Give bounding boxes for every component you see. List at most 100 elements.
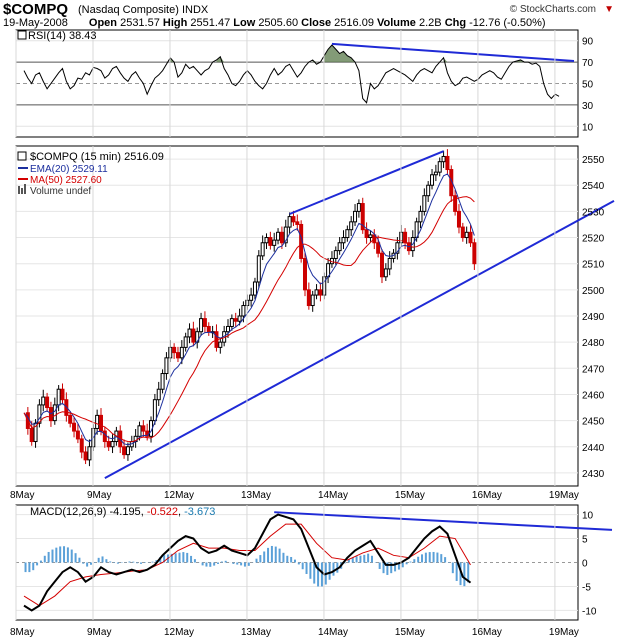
price-candle-body <box>383 268 388 278</box>
price-candle-body <box>276 231 281 241</box>
open-label: Open <box>88 17 118 29</box>
macd-histogram-bar <box>247 562 250 566</box>
date-tick-label-bottom: 19May <box>549 627 579 638</box>
macd-histogram-bar <box>278 548 281 563</box>
price-candle-body <box>68 414 73 424</box>
macd-tick-label: 5 <box>582 535 588 546</box>
macd-histogram-bar <box>209 562 212 567</box>
macd-histogram-bar <box>109 561 112 563</box>
macd-histogram-bar <box>320 562 323 587</box>
date-tick-label-bottom: 9May <box>87 627 111 638</box>
volume-legend-icon <box>24 184 26 194</box>
macd-histogram-bar <box>263 551 266 563</box>
macd-histogram-bar <box>163 555 166 563</box>
price-tick-label: 2460 <box>582 390 605 401</box>
macd-histogram-bar <box>405 562 408 565</box>
price-tick-label: 2550 <box>582 155 605 166</box>
date-tick-label-bottom: 14May <box>318 627 348 638</box>
date-tick-label: 12May <box>164 490 194 501</box>
credit-menu-icon[interactable]: ▼ <box>604 4 614 15</box>
macd-histogram-bar <box>359 555 362 563</box>
price-legend-ma: MA(50) 2527.60 <box>30 175 102 186</box>
price-candle-body <box>272 239 277 246</box>
macd-histogram-bar <box>205 562 208 567</box>
macd-legend-prefix: MACD(12,26,9) <box>30 506 106 518</box>
macd-histogram-bar <box>51 549 54 563</box>
price-candle-body <box>445 155 450 171</box>
macd-histogram-bar <box>274 546 277 563</box>
chg-label: Chg <box>444 17 467 29</box>
price-candle-body <box>137 425 142 437</box>
macd-histogram-bar <box>101 556 104 563</box>
close-label: Close <box>301 17 332 29</box>
macd-histogram-bar <box>36 562 39 566</box>
macd-histogram-bar <box>394 562 397 572</box>
price-candle-body <box>83 451 88 461</box>
index-fullname: (Nasdaq Composite) <box>78 4 179 16</box>
price-candle-body <box>268 237 273 246</box>
price-candle-body <box>164 357 169 375</box>
macd-tick-label: 0 <box>582 559 588 570</box>
price-candle-body <box>125 446 130 456</box>
macd-histogram-bar <box>220 561 223 563</box>
legends: RSI(14) 38.43 $COMPQ (15 min) 2516.09 EM… <box>28 30 215 518</box>
price-candle-body <box>152 399 157 422</box>
rsi-tick-label: 90 <box>582 37 594 48</box>
price-candle-body <box>460 226 465 239</box>
price-candle-body <box>360 203 365 231</box>
price-legend-main: $COMPQ (15 min) 2516.09 <box>30 151 164 163</box>
price-tick-label: 2510 <box>582 260 605 271</box>
price-candle-body <box>260 242 265 257</box>
upper-trendline <box>289 150 444 215</box>
rsi-tick-label: 10 <box>582 122 594 133</box>
macd-histogram-bar <box>351 557 354 563</box>
price-candle-body <box>368 234 373 239</box>
macd-histogram-bar <box>344 562 347 564</box>
price-candle-body <box>175 352 180 359</box>
price-candle-body <box>422 195 427 212</box>
macd-histogram-bar <box>363 554 366 563</box>
price-candle-body <box>52 404 57 422</box>
ema-line <box>23 173 475 446</box>
macd-histogram-bar <box>201 562 204 566</box>
macd-histogram-bar <box>317 562 320 587</box>
price-candle-body <box>341 237 346 244</box>
price-candle-body <box>229 318 234 327</box>
source-credit[interactable]: © StockCharts.com <box>509 4 596 15</box>
macd-histogram-bar <box>417 556 420 563</box>
macd-histogram-bar <box>467 562 470 583</box>
price-candle-body <box>264 237 269 244</box>
price-candle-body <box>318 289 323 296</box>
price-candle-body <box>199 318 204 333</box>
low-value: 2505.60 <box>258 17 299 29</box>
macd-histogram-bar <box>78 557 81 563</box>
macd-histogram-bar <box>63 546 66 563</box>
macd-histogram-bar <box>397 562 400 570</box>
macd-histogram-bar <box>24 562 27 573</box>
axis-labels: 8May 8May 9May 9May 12May 12May 13May 13May 14Ma… <box>10 30 605 638</box>
price-legend-volume: Volume undef <box>30 186 91 197</box>
macd-histogram-bar <box>59 546 62 563</box>
macd-histogram-bar <box>386 562 389 575</box>
macd-histogram-bar <box>424 552 427 563</box>
macd-histogram-bar <box>255 558 258 563</box>
macd-histogram-bar <box>409 561 412 563</box>
price-candle-body <box>191 328 196 343</box>
exchange-label: INDX <box>181 4 209 16</box>
quote-summary: 19-May-2008 Open 2531.57 High 2551.47 Lo… <box>3 17 546 29</box>
price-candle-body <box>60 388 65 401</box>
price-candle-body <box>291 216 296 223</box>
macd-histogram-bar <box>82 562 85 564</box>
high-label: High <box>162 17 188 29</box>
macd-histogram-bar <box>270 545 273 563</box>
macd-histogram-bar <box>444 557 447 563</box>
rsi-tick-label: 30 <box>582 101 594 112</box>
price-candle-body <box>218 341 223 348</box>
price-candle-body <box>160 373 165 390</box>
macd-histogram-bar <box>355 556 358 563</box>
date-tick-label: 15May <box>395 490 425 501</box>
date-tick-label-bottom: 13May <box>241 627 271 638</box>
macd-legend-value1: -4.195 <box>109 506 140 518</box>
macd-histogram-bar <box>390 562 393 574</box>
